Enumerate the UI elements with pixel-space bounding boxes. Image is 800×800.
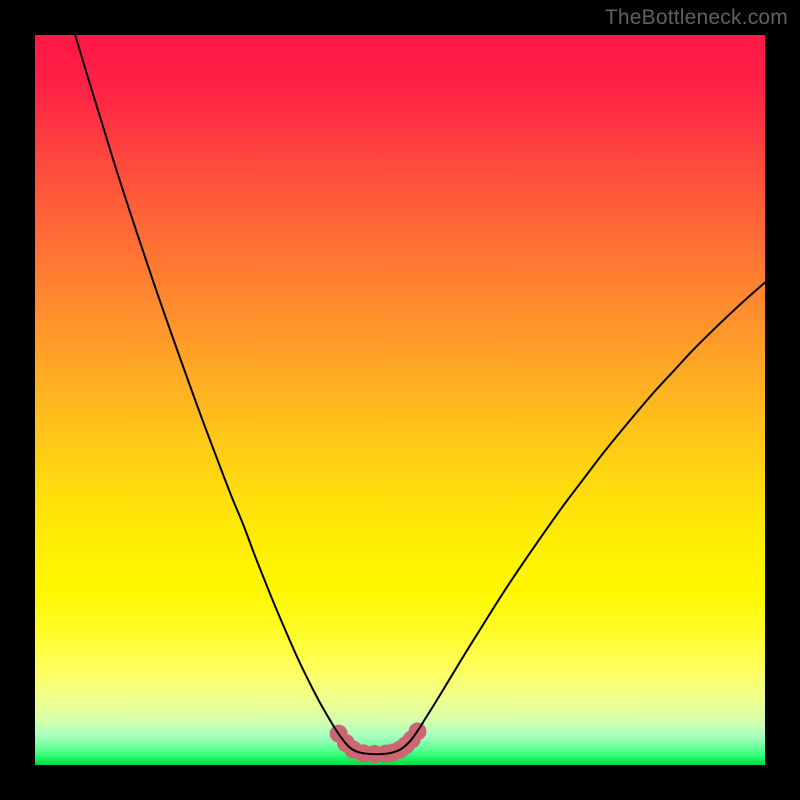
- watermark-text: TheBottleneck.com: [605, 6, 788, 30]
- plot-area: [35, 35, 765, 765]
- highlight-segment: [339, 731, 418, 754]
- curve-layer: [35, 35, 765, 765]
- chart-container: TheBottleneck.com: [0, 0, 800, 800]
- bottleneck-curve: [75, 35, 765, 754]
